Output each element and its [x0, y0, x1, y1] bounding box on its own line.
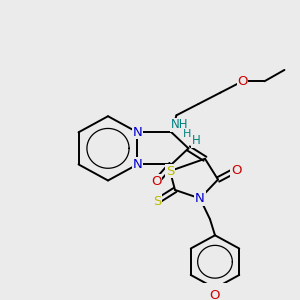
Text: O: O	[231, 164, 241, 177]
Text: O: O	[210, 289, 220, 300]
Text: N: N	[195, 192, 205, 205]
Text: O: O	[151, 175, 162, 188]
Text: H: H	[192, 134, 201, 147]
Text: H: H	[183, 129, 192, 139]
Text: S: S	[166, 164, 174, 178]
Text: N: N	[133, 158, 142, 171]
Text: O: O	[237, 75, 248, 88]
Text: NH: NH	[171, 118, 188, 131]
Text: N: N	[133, 126, 142, 139]
Text: S: S	[153, 195, 161, 208]
